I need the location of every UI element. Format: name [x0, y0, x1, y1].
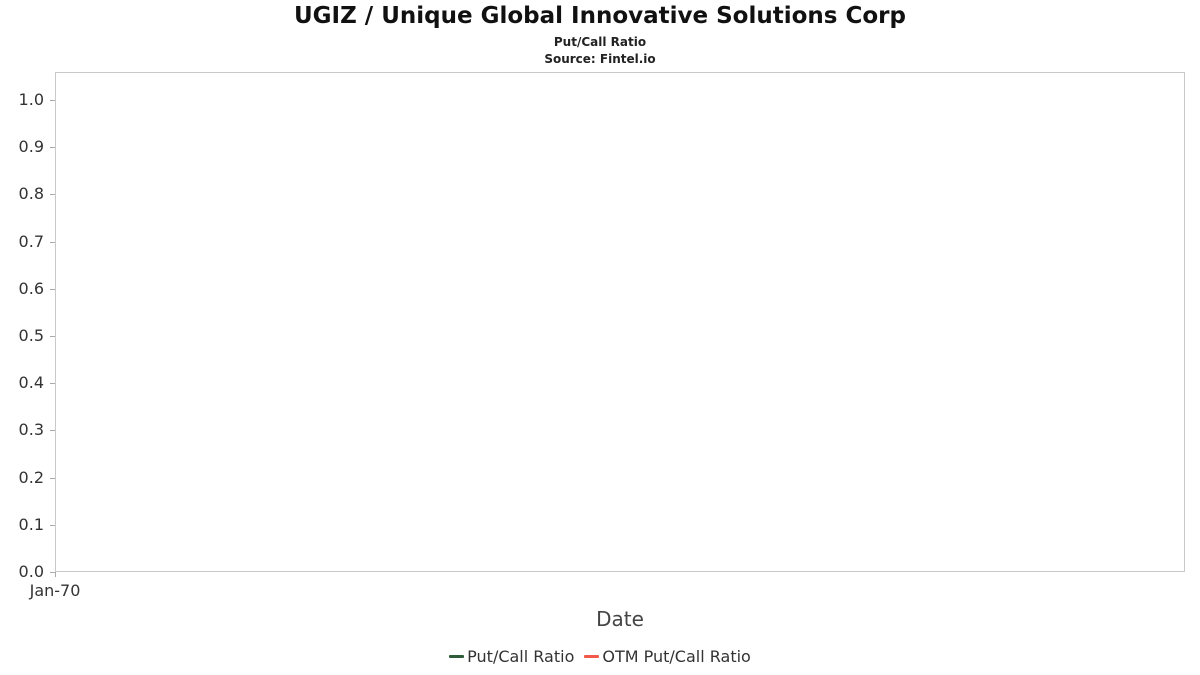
y-axis-tick-label: 0.6 [18, 278, 44, 298]
plot-area [55, 72, 1185, 572]
y-axis-tick-label: 0.3 [18, 420, 44, 440]
y-axis-tick-label: 0.7 [18, 231, 44, 251]
y-axis-tick-mark [50, 147, 55, 149]
x-axis-title: Date [596, 607, 644, 631]
chart-subtitle: Put/Call Ratio [553, 35, 647, 49]
y-axis-tick-mark [50, 241, 55, 243]
y-axis-tick-label: 0.2 [18, 467, 44, 487]
y-axis-tick-label: 0.0 [18, 562, 44, 581]
y-axis-tick-label: 0.8 [18, 184, 44, 204]
x-axis-tick-mark [55, 572, 56, 577]
legend-series-label: Put/Call Ratio [467, 647, 575, 666]
y-axis-tick-mark [50, 430, 55, 432]
y-axis-tick-mark [50, 194, 55, 196]
y-axis-tick-mark [50, 383, 55, 385]
legend-series-swatch [584, 655, 600, 658]
y-axis-tick-mark [50, 572, 55, 573]
y-axis-tick-label: 0.5 [18, 326, 44, 345]
legend-series-label: OTM Put/Call Ratio [602, 647, 751, 666]
chart-title: UGIZ / Unique Global Innovative Solution… [294, 3, 906, 29]
y-axis-tick-mark [50, 288, 55, 290]
legend-item-put-call-ratio[interactable]: Put/Call Ratio [449, 647, 574, 666]
x-axis-tick-label: Jan-70 [29, 581, 81, 600]
y-axis-tick-mark [50, 336, 55, 337]
y-axis-tick-label: 0.4 [18, 373, 44, 393]
y-axis-tick-label: 0.1 [18, 514, 44, 534]
y-axis-tick-label: 0.9 [18, 137, 44, 157]
legend-item-otm-put-call-ratio[interactable]: OTM Put/Call Ratio [584, 647, 751, 666]
y-axis-tick-mark [50, 477, 55, 479]
y-axis-tick-label: 1.0 [18, 90, 44, 109]
y-axis-tick-mark [50, 100, 55, 101]
legend: Put/Call Ratio OTM Put/Call Ratio [0, 647, 1200, 666]
chart-source: Source: Fintel.io [544, 52, 656, 66]
legend-series-swatch [449, 655, 465, 658]
y-axis-tick-mark [50, 524, 55, 526]
